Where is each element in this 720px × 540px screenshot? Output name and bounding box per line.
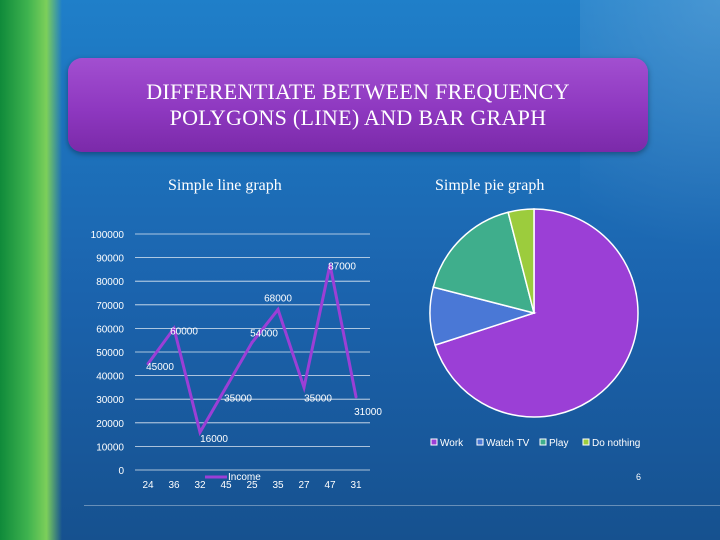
- data-point: [250, 341, 254, 345]
- data-label: 16000: [200, 434, 228, 445]
- y-tick-label: 70000: [96, 301, 124, 312]
- legend-swatch-play: [539, 438, 547, 446]
- y-tick-label: 20000: [96, 419, 124, 430]
- title-banner: DIFFERENTIATE BETWEEN FREQUENCY POLYGONS…: [68, 58, 648, 152]
- data-label: 31000: [354, 407, 382, 418]
- pie-slice-play: [432, 211, 536, 315]
- pie-slice-work: [434, 208, 639, 418]
- x-tick-label: 24: [142, 480, 154, 491]
- data-label: 45000: [146, 362, 174, 373]
- x-tick-label: 31: [350, 480, 362, 491]
- legend-swatch-work: [430, 438, 438, 446]
- y-tick-label: 50000: [96, 348, 124, 359]
- x-tick-label: 45: [220, 480, 232, 491]
- y-tick-label: 10000: [96, 442, 124, 453]
- data-point: [146, 362, 150, 366]
- data-label: 35000: [304, 393, 332, 404]
- data-label: 35000: [224, 393, 252, 404]
- y-tick-label: 0: [118, 466, 124, 477]
- legend-label-do-nothing: Do nothing: [592, 438, 640, 449]
- data-point: [302, 385, 306, 389]
- y-tick-label: 30000: [96, 395, 124, 406]
- x-tick-label: 32: [194, 480, 206, 491]
- x-tick-label: 27: [298, 480, 310, 491]
- y-tick-label: 90000: [96, 254, 124, 265]
- legend-label-work: Work: [440, 438, 464, 449]
- data-point: [276, 308, 280, 312]
- legend-label-watch-tv: Watch TV: [486, 438, 530, 449]
- y-tick-label: 60000: [96, 324, 124, 335]
- x-tick-label: 35: [272, 480, 284, 491]
- pie-graph-caption: Simple pie graph: [435, 177, 545, 194]
- data-label: 54000: [250, 329, 278, 340]
- x-tick-label: 36: [168, 480, 180, 491]
- data-label: 60000: [170, 326, 198, 337]
- x-tick-label: 47: [324, 480, 336, 491]
- y-tick-label: 100000: [91, 230, 125, 241]
- data-point: [224, 385, 228, 389]
- y-tick-label: 80000: [96, 277, 124, 288]
- footer-divider: [84, 505, 720, 506]
- legend-label-income: Income: [228, 472, 261, 483]
- data-point: [354, 395, 358, 399]
- data-label: 68000: [264, 294, 292, 305]
- y-tick-label: 40000: [96, 372, 124, 383]
- data-point: [198, 430, 202, 434]
- data-label: 87000: [328, 262, 356, 273]
- page-number: 6: [636, 472, 642, 482]
- line-graph-caption: Simple line graph: [168, 177, 282, 194]
- data-point: [328, 263, 332, 267]
- legend-label-play: Play: [549, 438, 568, 449]
- pie-slice-do-nothing: [507, 208, 535, 314]
- x-tick-label: 25: [246, 480, 258, 491]
- left-green-strip: [0, 0, 62, 540]
- legend-swatch-watch-tv: [476, 438, 484, 446]
- legend-swatch-do-nothing: [582, 438, 590, 446]
- slide-title: DIFFERENTIATE BETWEEN FREQUENCY POLYGONS…: [146, 79, 570, 130]
- data-point: [172, 326, 176, 330]
- income-series-line: [146, 264, 358, 437]
